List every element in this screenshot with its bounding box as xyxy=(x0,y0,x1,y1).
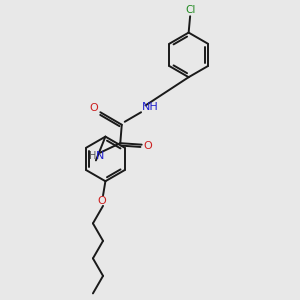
Text: Cl: Cl xyxy=(185,5,196,15)
Text: O: O xyxy=(98,196,106,206)
Text: O: O xyxy=(89,103,98,113)
Text: N: N xyxy=(96,151,104,161)
Text: NH: NH xyxy=(142,103,159,112)
Text: O: O xyxy=(144,141,153,151)
Text: H: H xyxy=(89,151,97,161)
